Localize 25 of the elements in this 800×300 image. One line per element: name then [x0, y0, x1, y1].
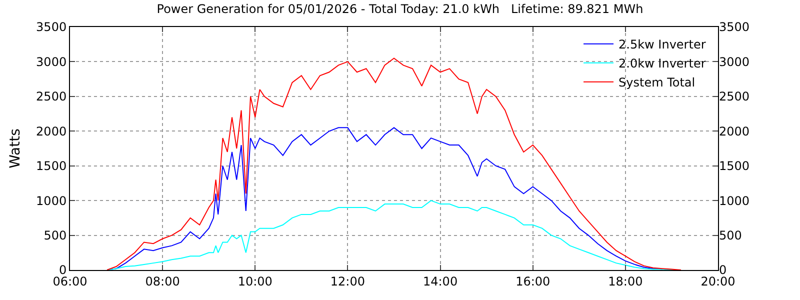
x-tick-label: 10:00 — [238, 274, 272, 288]
legend-label: 2.5kw Inverter — [618, 38, 706, 52]
x-tick-label: 08:00 — [145, 274, 180, 288]
chart-title: Power Generation for 05/01/2026 - Total Today: 21.0 kWh Lifetime: 89.821 MWh — [156, 2, 644, 16]
legend-label: 2.0kw Inverter — [618, 56, 706, 71]
y2-tick-label: 500 — [719, 228, 742, 242]
y-axis-title: Watts — [8, 128, 24, 168]
y-tick-label: 3000 — [36, 54, 67, 69]
y-tick-label: 1500 — [36, 159, 67, 174]
y-tick-label: 500 — [44, 228, 67, 242]
y2-tick-label: 3000 — [719, 54, 750, 69]
x-tick-label: 14:00 — [422, 274, 458, 288]
y-tick-label: 1000 — [36, 194, 67, 208]
y2-tick-label: 1500 — [719, 159, 750, 174]
y2-tick-label: 2500 — [719, 90, 750, 104]
x-tick-label: 18:00 — [608, 274, 643, 288]
x-tick-label: 12:00 — [330, 274, 366, 288]
x-tick-label: 16:00 — [516, 274, 550, 288]
y-tick-label: 3500 — [36, 20, 67, 34]
y2-tick-label: 3500 — [719, 20, 750, 34]
y-tick-label: 2500 — [36, 90, 67, 104]
y-tick-label: 2000 — [36, 124, 67, 138]
legend-label: System Total — [618, 76, 696, 90]
y2-tick-label: 1000 — [719, 194, 750, 208]
y2-tick-label: 2000 — [719, 124, 750, 138]
